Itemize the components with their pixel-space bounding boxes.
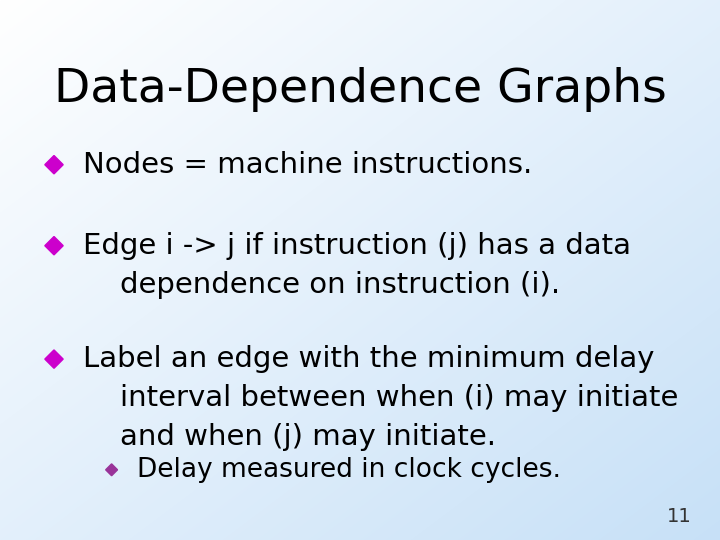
Polygon shape (45, 350, 63, 368)
Text: Delay measured in clock cycles.: Delay measured in clock cycles. (137, 457, 561, 483)
Text: 11: 11 (667, 508, 691, 526)
Text: dependence on instruction (i).: dependence on instruction (i). (83, 271, 560, 299)
Text: Data-Dependence Graphs: Data-Dependence Graphs (53, 68, 667, 112)
Text: Nodes = machine instructions.: Nodes = machine instructions. (83, 151, 532, 179)
Polygon shape (45, 156, 63, 174)
Text: Label an edge with the minimum delay: Label an edge with the minimum delay (83, 345, 654, 373)
Text: Edge i -> j if instruction (j) has a data: Edge i -> j if instruction (j) has a dat… (83, 232, 631, 260)
Text: and when (j) may initiate.: and when (j) may initiate. (83, 423, 496, 451)
Polygon shape (45, 237, 63, 255)
Polygon shape (106, 464, 117, 476)
Text: interval between when (i) may initiate: interval between when (i) may initiate (83, 384, 678, 412)
